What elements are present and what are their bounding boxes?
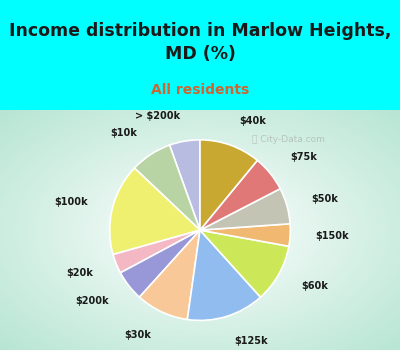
Text: All residents: All residents <box>151 83 249 97</box>
Text: ⓘ City-Data.com: ⓘ City-Data.com <box>252 134 324 144</box>
Text: $60k: $60k <box>301 281 328 291</box>
Wedge shape <box>113 230 200 273</box>
Text: $10k: $10k <box>110 128 137 138</box>
Text: $200k: $200k <box>75 296 109 306</box>
Text: $150k: $150k <box>316 231 349 242</box>
Wedge shape <box>200 140 257 230</box>
Wedge shape <box>134 145 200 230</box>
Wedge shape <box>140 230 200 320</box>
Text: $30k: $30k <box>124 330 151 340</box>
Text: $100k: $100k <box>54 197 88 208</box>
Wedge shape <box>200 224 290 246</box>
Wedge shape <box>110 168 200 254</box>
Text: > $200k: > $200k <box>135 111 180 121</box>
Text: $20k: $20k <box>66 268 93 278</box>
Text: $40k: $40k <box>239 116 266 126</box>
Wedge shape <box>200 189 290 230</box>
Wedge shape <box>200 230 289 297</box>
Text: Income distribution in Marlow Heights,
MD (%): Income distribution in Marlow Heights, M… <box>9 22 391 63</box>
Text: $75k: $75k <box>290 153 317 162</box>
Text: $125k: $125k <box>234 336 268 346</box>
Wedge shape <box>120 230 200 297</box>
Text: $50k: $50k <box>311 194 338 204</box>
Wedge shape <box>200 160 280 230</box>
Wedge shape <box>170 140 200 230</box>
Wedge shape <box>187 230 260 320</box>
